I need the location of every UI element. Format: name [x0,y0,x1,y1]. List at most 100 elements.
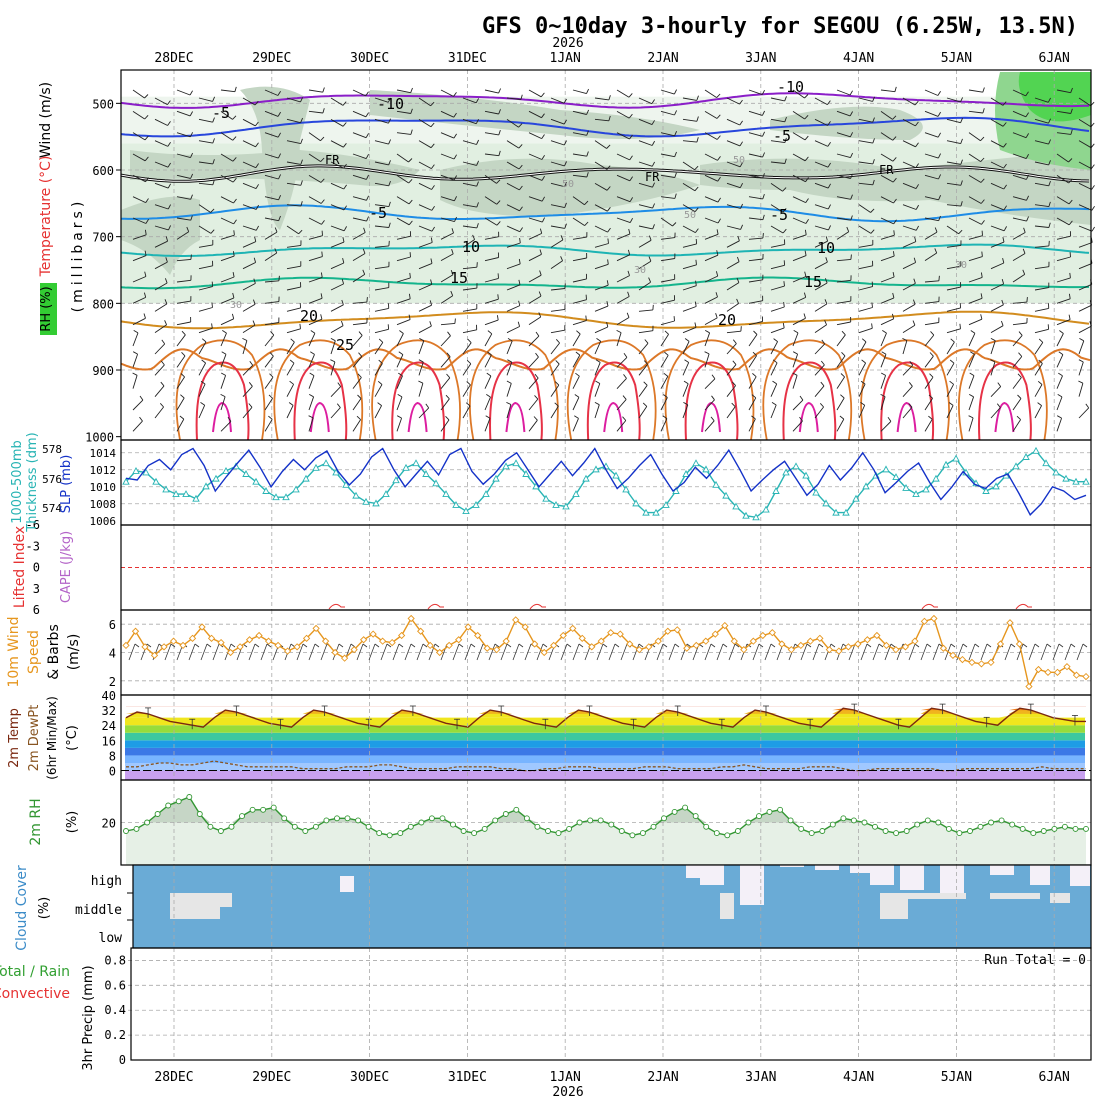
wind-barb-feather [181,351,186,357]
wind-barb [396,252,411,262]
wind-barb-feather [1000,320,1004,326]
wind-barb [352,415,361,432]
wind-barb [418,140,435,149]
wind-barb-feather [628,228,631,235]
wind-barb [572,252,588,262]
wind-barb-staff [1078,242,1093,248]
wind-barb [198,239,214,248]
wind-barb-feather [342,257,345,264]
wind-barb [726,235,740,248]
wind-barb-staff [484,110,499,115]
wind-barb [330,338,336,355]
wind-barb-feather [674,172,677,178]
wind-barb-staff [792,132,806,141]
wind-barb [352,195,370,201]
thickness-marker [862,482,870,490]
wind-speed-marker [882,641,891,650]
wind-barb-feather [299,323,301,329]
wind-barb [550,402,559,419]
wind-barb-10m [188,643,200,661]
wind-barb-feather [648,256,652,262]
wind-barb-staff [1034,405,1042,419]
wind-barb-staff [968,132,981,142]
wind-barb [902,360,914,376]
wind-barb [726,97,743,105]
wind-barb-staff [990,283,1004,291]
rh2m-marker [344,815,351,822]
wind-barb [814,140,831,147]
wind-barb-staff [594,263,609,270]
wind-barb [396,330,404,347]
wind-barb-staff [396,196,410,205]
rh2m-marker [1072,825,1079,832]
wind-barb-staff [836,217,851,221]
wind-barb-staff [1078,340,1085,355]
wind-barb-feather [915,184,919,189]
wind-barb [924,331,935,347]
wind-speed-marker [711,630,719,638]
wind-barb [858,138,875,144]
wind-barb [726,381,736,397]
wind-barb-feather [872,159,875,165]
wind-barb-feather [784,96,787,102]
wind-barb-feather [606,165,611,170]
wind-barb-staff [924,110,939,117]
wind-barb-staff [440,377,451,389]
wind-barb-staff [1034,287,1049,291]
wind-barb-staff [462,266,477,270]
wind-barb-staff [682,161,695,171]
wind-barb [308,132,325,142]
wind-barb-staff [176,300,191,304]
wind-barb-feather [343,205,347,211]
wind-barb [396,293,411,304]
wind-barb-feather [990,338,996,342]
wind-barb [352,216,370,222]
wind-barb-feather [498,88,502,94]
rh2m-marker [682,804,689,811]
wind-barb-10m-feather [338,643,344,648]
wind-barb-staff [440,419,450,432]
wind-barb-10m-feather [374,643,380,648]
wind-barb-staff [220,89,235,93]
wind-barb-feather [340,320,344,326]
wind-barb-staff [484,298,499,304]
wind-speed-marker [464,623,472,631]
wind-barb-feather [320,314,323,320]
precip-tick-label: 0.2 [104,1028,126,1042]
wind-barb-feather [937,132,941,138]
cape-tick-label: -3 [26,539,40,553]
wind-barb-feather [805,198,809,203]
wind-barb [506,338,513,355]
thickness-marker [572,490,580,498]
wind-barb-feather [937,91,941,96]
rh2m-marker [207,823,214,830]
rh2m-marker [777,806,784,813]
wind-barb-feather [938,174,942,180]
wind-barb-10m [1040,643,1052,661]
wind-barb-staff [660,196,675,199]
wind-speed-marker [169,637,178,645]
wind-barb-feather [850,173,854,179]
wind-barb-10m-feather [170,643,176,648]
wind-barb-feather [607,238,609,244]
wind-barb-staff [858,362,866,376]
wind-barb [198,338,207,355]
wind-barb-staff [418,161,432,169]
wind-barb-feather [397,394,403,398]
wind-barb-staff [550,329,565,334]
wind-barb-staff [242,161,256,169]
wind-barb [418,97,435,107]
wind-speed-marker [369,630,377,638]
wind-barb-staff [1078,407,1090,419]
wind-barb-feather [751,394,757,399]
wind-barb-feather [377,402,382,406]
wind-barb [880,196,897,204]
wind-barb-feather [1048,139,1052,145]
wind-barb [704,110,721,119]
wind-barb [264,275,280,283]
wind-barb-10m-staff [572,643,580,661]
thickness-label-line2: Thickness (dm) [25,432,40,532]
wind-barb-staff [946,244,961,248]
wind-barb-feather [803,292,807,298]
wind-barb [726,360,737,376]
